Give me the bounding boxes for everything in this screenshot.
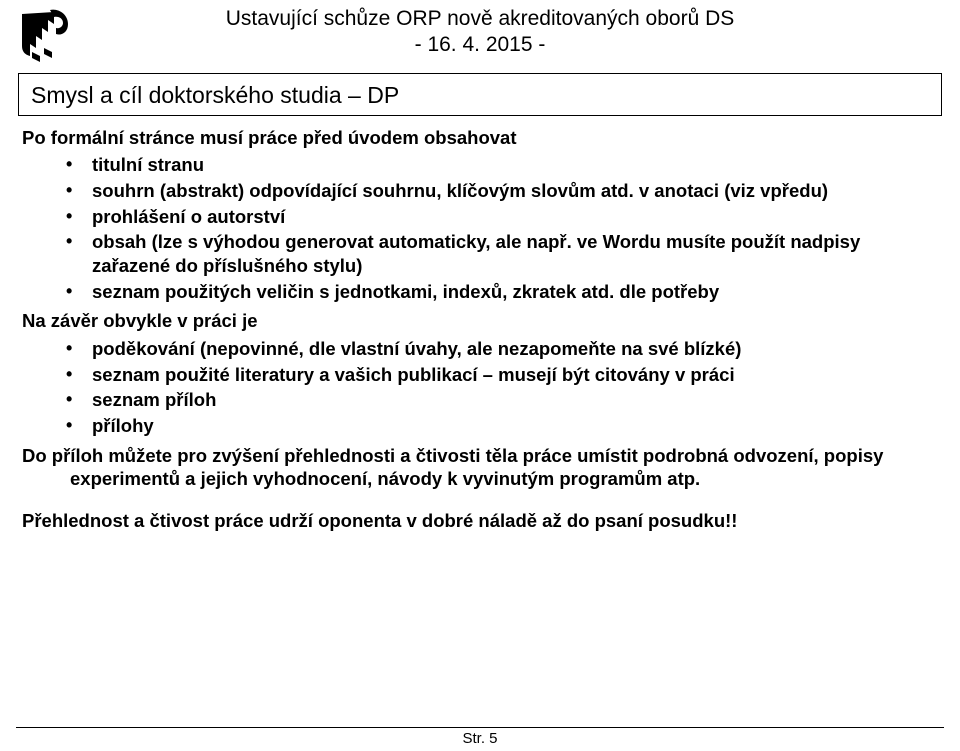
page-number: Str. 5 [462, 730, 497, 747]
list-item: souhrn (abstrakt) odpovídající souhrnu, … [92, 179, 938, 203]
header-title-line2: - 16. 4. 2015 - [0, 32, 960, 58]
section-title: Smysl a cíl doktorského studia – DP [31, 82, 399, 108]
footer-divider [16, 727, 944, 728]
page: Ustavující schůze ORP nově akreditovanýc… [0, 0, 960, 751]
mid-paragraph: Na závěr obvykle v práci je [22, 309, 938, 333]
requirements-list-2: poděkování (nepovinné, dle vlastní úvahy… [22, 337, 938, 438]
list-item: přílohy [92, 414, 938, 438]
list-item: poděkování (nepovinné, dle vlastní úvahy… [92, 337, 938, 361]
appendix-paragraph: Do příloh můžete pro zvýšení přehlednost… [22, 444, 938, 491]
list-item: prohlášení o autorství [92, 205, 938, 229]
requirements-list-1: titulní stranu souhrn (abstrakt) odpovíd… [22, 153, 938, 303]
page-footer: Str. 5 [0, 727, 960, 747]
page-header: Ustavující schůze ORP nově akreditovanýc… [0, 0, 960, 59]
list-item: seznam použitých veličin s jednotkami, i… [92, 280, 938, 304]
list-item: seznam příloh [92, 388, 938, 412]
closing-paragraph: Přehlednost a čtivost práce udrží oponen… [22, 509, 938, 533]
list-item: obsah (lze s výhodou generovat automatic… [92, 230, 938, 277]
header-title-line1: Ustavující schůze ORP nově akreditovanýc… [0, 6, 960, 32]
section-title-box: Smysl a cíl doktorského studia – DP [18, 73, 942, 116]
list-item: titulní stranu [92, 153, 938, 177]
content-body: Po formální stránce musí práce před úvod… [22, 126, 938, 533]
intro-paragraph: Po formální stránce musí práce před úvod… [22, 126, 938, 150]
list-item: seznam použité literatury a vašich publi… [92, 363, 938, 387]
